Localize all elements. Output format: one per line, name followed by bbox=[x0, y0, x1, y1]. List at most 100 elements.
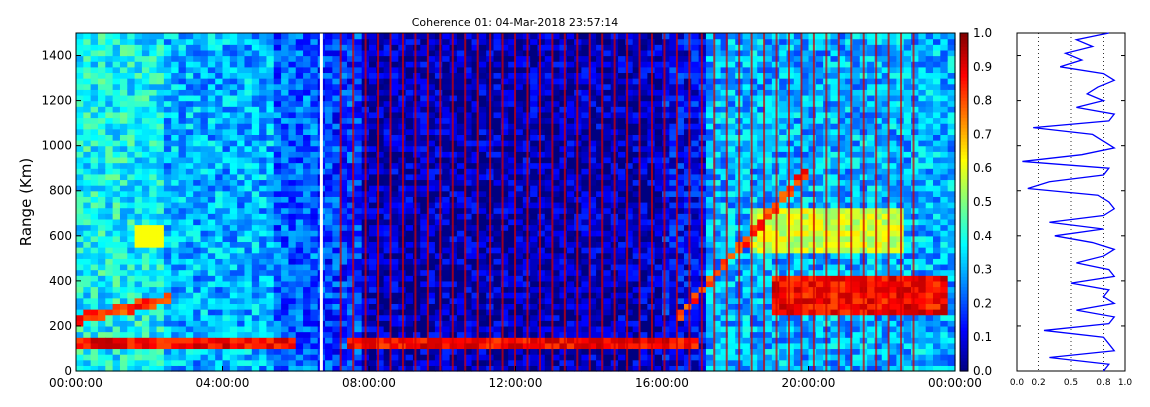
heatmap-cell bbox=[405, 309, 414, 316]
heatmap-cell bbox=[369, 196, 377, 203]
heatmap-cell bbox=[662, 162, 670, 169]
heatmap-cell bbox=[390, 72, 399, 79]
heatmap-cell bbox=[515, 38, 524, 45]
heatmap-cell bbox=[347, 128, 355, 135]
heatmap-cell bbox=[193, 66, 202, 74]
heatmap-cell bbox=[178, 128, 187, 135]
heatmap-cell bbox=[632, 44, 641, 51]
heatmap-cell bbox=[390, 207, 399, 214]
heatmap-cell bbox=[493, 89, 502, 96]
heatmap-cell bbox=[654, 106, 663, 113]
heatmap-cell bbox=[90, 325, 99, 333]
heatmap-cell bbox=[105, 325, 114, 333]
heatmap-cell bbox=[471, 348, 480, 355]
heatmap-cell bbox=[669, 202, 678, 209]
heatmap-cell bbox=[354, 337, 363, 344]
heatmap-cell bbox=[215, 33, 224, 40]
heatmap-cell bbox=[390, 66, 399, 74]
heatmap-cell bbox=[376, 258, 385, 265]
heatmap-cell bbox=[149, 207, 158, 214]
heatmap-cell bbox=[237, 263, 246, 271]
heatmap-cell bbox=[676, 156, 685, 164]
heatmap-cell bbox=[654, 78, 663, 85]
heatmap-cell bbox=[119, 286, 128, 293]
heatmap-cell bbox=[369, 72, 377, 79]
heatmap-cell bbox=[456, 213, 465, 220]
heatmap-cell bbox=[662, 61, 670, 68]
heatmap-cell bbox=[76, 117, 84, 124]
heatmap-cell bbox=[185, 269, 194, 276]
heatmap-cell bbox=[127, 106, 136, 113]
heatmap-cell bbox=[259, 106, 268, 113]
heatmap-cell bbox=[544, 354, 553, 361]
heatmap-cell bbox=[178, 49, 187, 57]
heatmap-cell bbox=[112, 337, 121, 344]
heatmap-cell bbox=[266, 55, 275, 62]
heatmap-cell bbox=[127, 207, 136, 214]
heatmap-cell bbox=[478, 269, 487, 276]
heatmap-cell bbox=[654, 337, 663, 344]
heatmap-cell bbox=[178, 38, 187, 45]
heatmap-cell bbox=[596, 55, 604, 62]
heatmap-cell bbox=[676, 269, 685, 276]
heatmap-cell bbox=[156, 156, 165, 164]
heatmap-cell bbox=[105, 168, 114, 175]
heatmap-cell bbox=[559, 314, 568, 321]
heatmap-cell bbox=[442, 38, 451, 45]
heatmap-cell bbox=[456, 224, 465, 231]
heatmap-cell bbox=[295, 151, 304, 158]
heatmap-cell bbox=[119, 117, 128, 124]
heatmap-cell bbox=[625, 320, 634, 327]
heatmap-cell bbox=[581, 224, 590, 231]
heatmap-cell bbox=[119, 314, 128, 321]
heatmap-cell bbox=[76, 275, 84, 282]
heatmap-cell bbox=[618, 66, 626, 74]
heatmap-cell bbox=[193, 337, 202, 344]
heatmap-cell bbox=[552, 241, 561, 248]
heatmap-cell bbox=[105, 100, 114, 107]
heatmap-cell bbox=[420, 275, 429, 282]
heatmap-cell bbox=[369, 359, 377, 366]
heatmap-cell bbox=[500, 218, 509, 226]
heatmap-cell bbox=[559, 156, 568, 164]
heatmap-cell bbox=[383, 94, 392, 102]
heatmap-cell bbox=[464, 359, 473, 366]
heatmap-cell bbox=[471, 258, 480, 265]
heatmap-cell bbox=[508, 331, 517, 338]
heatmap-cell bbox=[515, 309, 524, 316]
heatmap-cell bbox=[588, 218, 597, 226]
heatmap-cell bbox=[508, 117, 517, 124]
heatmap-cell bbox=[427, 72, 436, 79]
heatmap-cell bbox=[119, 252, 128, 259]
heatmap-cell bbox=[259, 78, 268, 85]
heatmap-cell bbox=[281, 280, 290, 288]
heatmap-cell bbox=[427, 162, 436, 169]
heatmap-cell bbox=[537, 280, 546, 288]
heatmap-cell bbox=[222, 263, 231, 271]
heatmap-cell bbox=[369, 303, 377, 310]
heatmap-cell bbox=[662, 247, 670, 254]
heatmap-cell bbox=[229, 123, 238, 130]
heatmap-cell bbox=[134, 348, 143, 355]
heatmap-cell bbox=[134, 207, 143, 214]
heatmap-cell bbox=[369, 156, 377, 164]
heatmap-cell bbox=[112, 196, 121, 203]
heatmap-cell bbox=[464, 252, 473, 259]
heatmap-cell bbox=[310, 61, 319, 68]
heatmap-cell bbox=[544, 145, 553, 152]
heatmap-cell bbox=[662, 269, 670, 276]
heatmap-cell bbox=[588, 78, 597, 85]
heatmap-cell bbox=[193, 286, 202, 293]
heatmap-cell bbox=[566, 292, 575, 299]
heatmap-cell bbox=[251, 297, 260, 304]
heatmap-cell bbox=[288, 207, 297, 214]
heatmap-cell bbox=[185, 275, 194, 282]
heatmap-cell bbox=[596, 72, 604, 79]
heatmap-cell bbox=[376, 123, 385, 130]
heatmap-cell bbox=[566, 263, 575, 271]
heatmap-cell bbox=[434, 179, 443, 186]
heatmap-cell bbox=[295, 38, 304, 45]
heatmap-cell bbox=[229, 337, 238, 344]
heatmap-cell bbox=[464, 140, 473, 147]
heatmap-cell bbox=[105, 359, 114, 366]
